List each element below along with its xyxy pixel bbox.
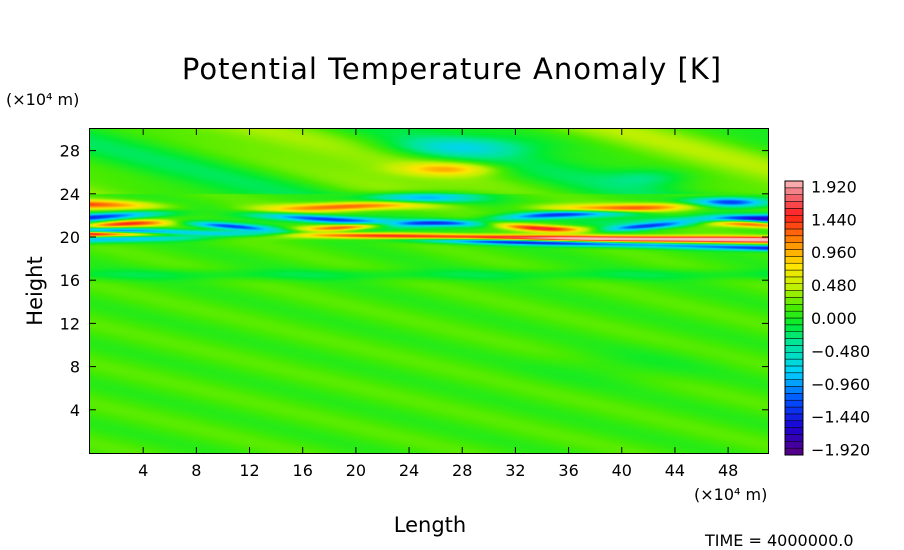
colorbar-segment xyxy=(784,276,804,284)
colorbar-segment xyxy=(784,447,804,456)
x-axis-unit: (×10⁴ m) xyxy=(694,485,768,504)
x-tick-label: 12 xyxy=(239,461,259,480)
colorbar-segment xyxy=(784,352,804,360)
colorbar-segment xyxy=(784,194,804,202)
y-tick-label: 20 xyxy=(60,228,80,247)
plot-frame xyxy=(89,128,769,454)
colorbar-segment xyxy=(784,262,804,271)
colorbar-segment xyxy=(784,221,804,230)
colorbar-segment xyxy=(784,406,804,415)
colorbar-segment xyxy=(784,249,804,257)
colorbar: 1.920 1.440 0.960 0.480 0.000 −0.480 −0.960 −1.… xyxy=(784,177,870,460)
colorbar-segment xyxy=(784,358,804,367)
colorbar-segment xyxy=(784,187,804,195)
y-axis: 4 8 12 16 20 24 28 xyxy=(60,142,768,420)
y-tick-label: 16 xyxy=(60,271,80,290)
colorbar-segment xyxy=(784,365,804,374)
x-tick-label: 16 xyxy=(293,461,313,480)
y-tick-label: 4 xyxy=(70,401,80,420)
colorbar-tick-label: 0.960 xyxy=(811,243,857,262)
colorbar-segment xyxy=(784,228,804,237)
colorbar-segment xyxy=(784,338,804,346)
colorbar-segment xyxy=(784,310,804,319)
colorbar-segment xyxy=(784,441,804,449)
colorbar-segment xyxy=(784,317,804,326)
x-tick-label: 48 xyxy=(718,461,738,480)
colorbar-segment xyxy=(784,180,804,189)
y-tick-label: 24 xyxy=(60,185,80,204)
x-tick-label: 20 xyxy=(346,461,366,480)
colorbar-tick-label: 1.920 xyxy=(811,177,857,196)
x-axis-label: Length xyxy=(394,513,466,537)
colorbar-segment xyxy=(784,208,804,216)
colorbar-segment xyxy=(784,393,804,401)
colorbar-segment xyxy=(784,215,804,223)
colorbar-segment xyxy=(784,345,804,353)
colorbar-segment xyxy=(784,283,804,291)
heatmap-image xyxy=(90,129,768,453)
x-tick-label: 40 xyxy=(612,461,632,480)
colorbar-segment xyxy=(784,413,804,421)
colorbar-tick-label: −1.920 xyxy=(811,441,870,460)
colorbar-segment xyxy=(784,256,804,264)
heatmap-field xyxy=(90,129,768,453)
colorbar-segment xyxy=(784,386,804,394)
colorbar-tick-label: 0.000 xyxy=(811,309,857,328)
chart-title: Potential Temperature Anomaly [K] xyxy=(181,52,723,86)
colorbar-tick-label: −1.440 xyxy=(811,408,870,427)
colorbar-segment xyxy=(784,235,804,243)
colorbar-tick-label: −0.960 xyxy=(811,375,870,394)
colorbar-tick-label: −0.480 xyxy=(811,342,870,361)
y-tick-label: 28 xyxy=(60,142,80,161)
colorbar-tick-label: 1.440 xyxy=(811,210,857,229)
y-tick-label: 12 xyxy=(60,314,80,333)
colorbar-segment xyxy=(784,331,804,339)
colorbar-segment xyxy=(784,434,804,442)
colorbar-frame xyxy=(784,180,804,456)
colorbar-segment xyxy=(784,290,804,298)
y-axis-label: Height xyxy=(23,256,47,325)
colorbar-segment xyxy=(784,427,804,435)
x-tick-label: 8 xyxy=(191,461,201,480)
x-tick-label: 36 xyxy=(558,461,578,480)
x-tick-label: 28 xyxy=(452,461,472,480)
x-tick-label: 32 xyxy=(505,461,525,480)
y-tick-label: 8 xyxy=(70,358,80,377)
colorbar-tick-label: 0.480 xyxy=(811,276,857,295)
colorbar-segment xyxy=(784,201,804,209)
colorbar-segment xyxy=(784,269,804,278)
y-axis-unit: (×10⁴ m) xyxy=(6,90,80,109)
x-axis: 4 8 12 16 20 24 28 32 36 40 44 48 xyxy=(138,129,738,480)
colorbar-segment xyxy=(784,372,804,380)
x-tick-label: 24 xyxy=(399,461,419,480)
colorbar-segment xyxy=(784,304,804,312)
x-tick-label: 44 xyxy=(665,461,685,480)
colorbar-segment xyxy=(784,324,804,332)
colorbar-segment xyxy=(784,420,804,428)
time-label: TIME = 4000000.0 xyxy=(705,531,854,550)
colorbar-segment xyxy=(784,399,804,408)
colorbar-segment xyxy=(784,297,804,305)
colorbar-segment xyxy=(784,379,804,387)
colorbar-segment xyxy=(784,242,804,250)
x-tick-label: 4 xyxy=(138,461,148,480)
